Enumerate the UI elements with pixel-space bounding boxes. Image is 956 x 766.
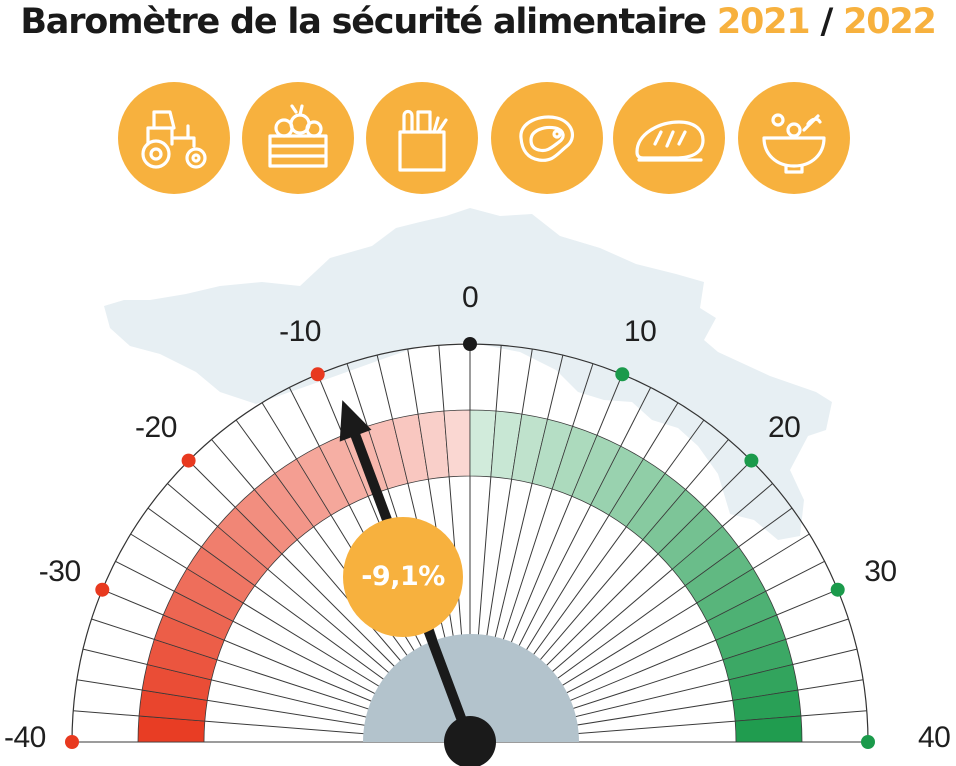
steak-icon [491,82,603,194]
gauge-tick-label: 10 [623,314,657,348]
gauge-major-dot [830,582,845,597]
gauge-tick-label: -10 [279,314,321,348]
gauge-hub [363,634,579,742]
gauge-band-segment [734,715,803,743]
tractor-icon [118,82,230,194]
page-title: Baromètre de la sécurité alimentaire 202… [0,2,956,42]
salad-bowl-icon [738,82,850,194]
gauge-tick-label: 30 [864,555,897,589]
needle-arrowhead [339,400,372,442]
gauge-color-bands [137,409,803,743]
vegetable-crate-icon [242,82,354,194]
gauge-major-dot [861,735,875,749]
gauge-tick-label: -30 [38,555,81,589]
gauge-tick-label: 40 [918,721,951,754]
gauge-major-dot [615,367,630,382]
bread-icon [613,82,725,194]
year-separator: / [820,2,833,42]
belgium-map-shape [104,208,832,540]
grocery-bag-icon [366,82,478,194]
gauge-major-dot [65,735,79,749]
gauge-major-dots [65,337,875,749]
title-text: Baromètre de la sécurité alimentaire [20,2,707,42]
gauge-major-dot [744,453,759,468]
year-end: 2022 [843,2,937,42]
category-icons [0,0,956,200]
gauge-tick-label: -20 [135,411,177,445]
needle-pivot [444,716,496,766]
gauge-tick-label: 0 [462,281,479,314]
value-badge: -9,1% [343,517,463,637]
gauge-major-dot [310,367,325,382]
gauge-major-dot [463,337,477,351]
gauge-major-dot [181,453,196,468]
gauge-major-dot [95,582,110,597]
gauge-tick-label: -40 [4,721,46,754]
year-start: 2021 [716,2,811,42]
gauge-tick-label: 20 [767,411,801,445]
